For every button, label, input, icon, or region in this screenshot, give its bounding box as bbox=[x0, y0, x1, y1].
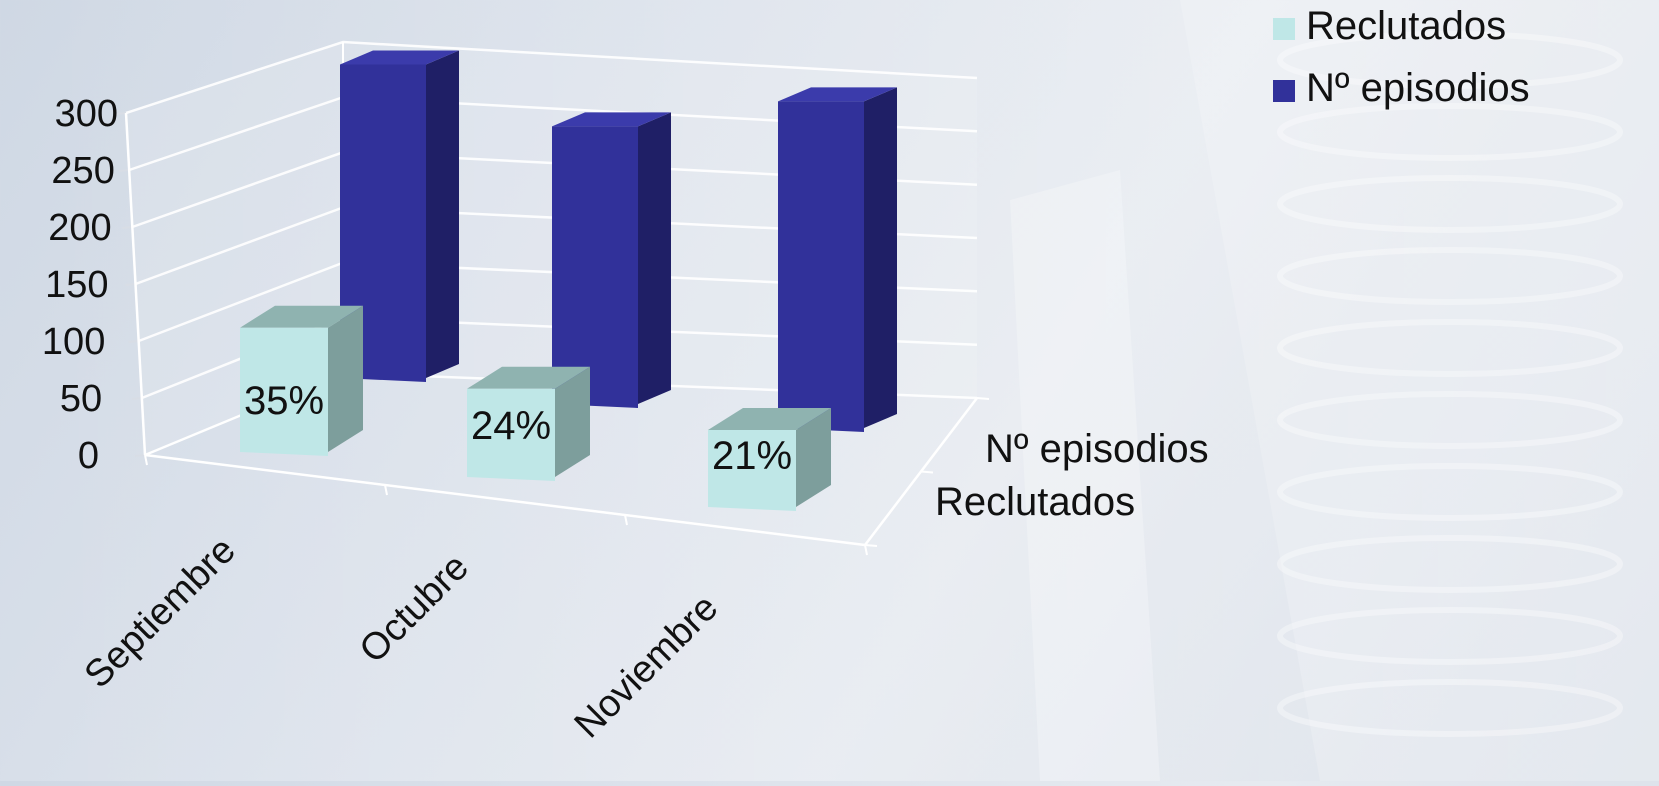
y-tick-mark bbox=[132, 398, 142, 399]
depth-tick-mark bbox=[921, 472, 933, 473]
depth-tick-mark bbox=[977, 398, 989, 399]
legend-swatch bbox=[1273, 80, 1295, 102]
y-tick-label: 150 bbox=[45, 264, 108, 306]
depth-label: Reclutados bbox=[935, 480, 1135, 524]
y-tick-label: 100 bbox=[42, 321, 105, 363]
bar-episodios-2-front bbox=[778, 101, 864, 432]
y-tick-mark bbox=[135, 455, 145, 456]
legend-swatch bbox=[1273, 18, 1295, 40]
bar-episodios-1-front bbox=[552, 126, 638, 408]
legend-label: Nº episodios bbox=[1306, 66, 1530, 110]
y-tick-mark bbox=[129, 341, 139, 342]
y-tick-mark bbox=[126, 284, 136, 285]
bar-data-label: 35% bbox=[244, 379, 324, 423]
y-tick-mark bbox=[119, 170, 129, 171]
y-tick-mark bbox=[122, 227, 132, 228]
depth-label: Nº episodios bbox=[985, 427, 1209, 471]
bar-episodios-0-side bbox=[426, 51, 459, 379]
bar-data-label: 24% bbox=[471, 404, 551, 448]
bar-episodios-1-side bbox=[638, 112, 671, 404]
legend-label: Reclutados bbox=[1306, 4, 1506, 48]
y-tick-label: 250 bbox=[51, 150, 114, 192]
bar-episodios-2-side bbox=[864, 87, 897, 428]
bar-reclutados-0-side bbox=[328, 306, 363, 452]
y-tick-label: 300 bbox=[55, 93, 118, 135]
bar-data-label: 21% bbox=[712, 434, 792, 478]
depth-tick-mark bbox=[865, 545, 877, 546]
y-tick-label: 200 bbox=[48, 207, 111, 249]
bar-episodios-2 bbox=[778, 87, 897, 432]
y-tick-label: 50 bbox=[60, 378, 102, 420]
bar-episodios-1 bbox=[552, 112, 671, 408]
y-tick-label: 0 bbox=[78, 435, 99, 477]
